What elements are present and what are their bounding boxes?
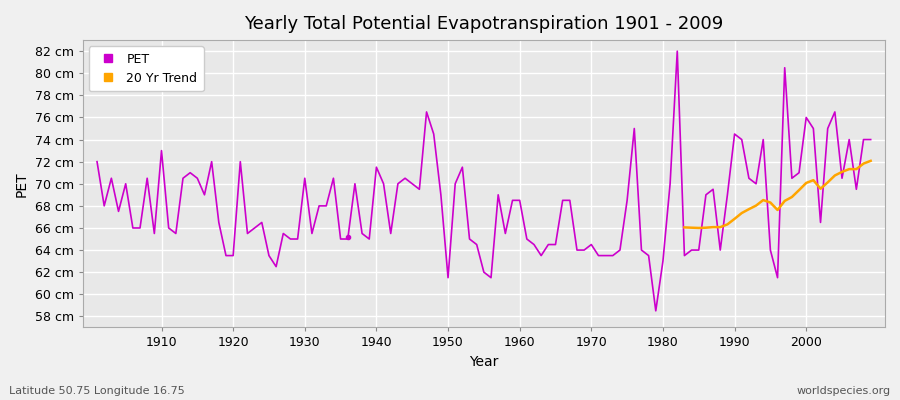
- Text: worldspecies.org: worldspecies.org: [796, 386, 891, 396]
- Text: Latitude 50.75 Longitude 16.75: Latitude 50.75 Longitude 16.75: [9, 386, 184, 396]
- Legend: PET, 20 Yr Trend: PET, 20 Yr Trend: [89, 46, 203, 91]
- X-axis label: Year: Year: [469, 355, 499, 369]
- Y-axis label: PET: PET: [15, 171, 29, 196]
- Title: Yearly Total Potential Evapotranspiration 1901 - 2009: Yearly Total Potential Evapotranspiratio…: [244, 15, 724, 33]
